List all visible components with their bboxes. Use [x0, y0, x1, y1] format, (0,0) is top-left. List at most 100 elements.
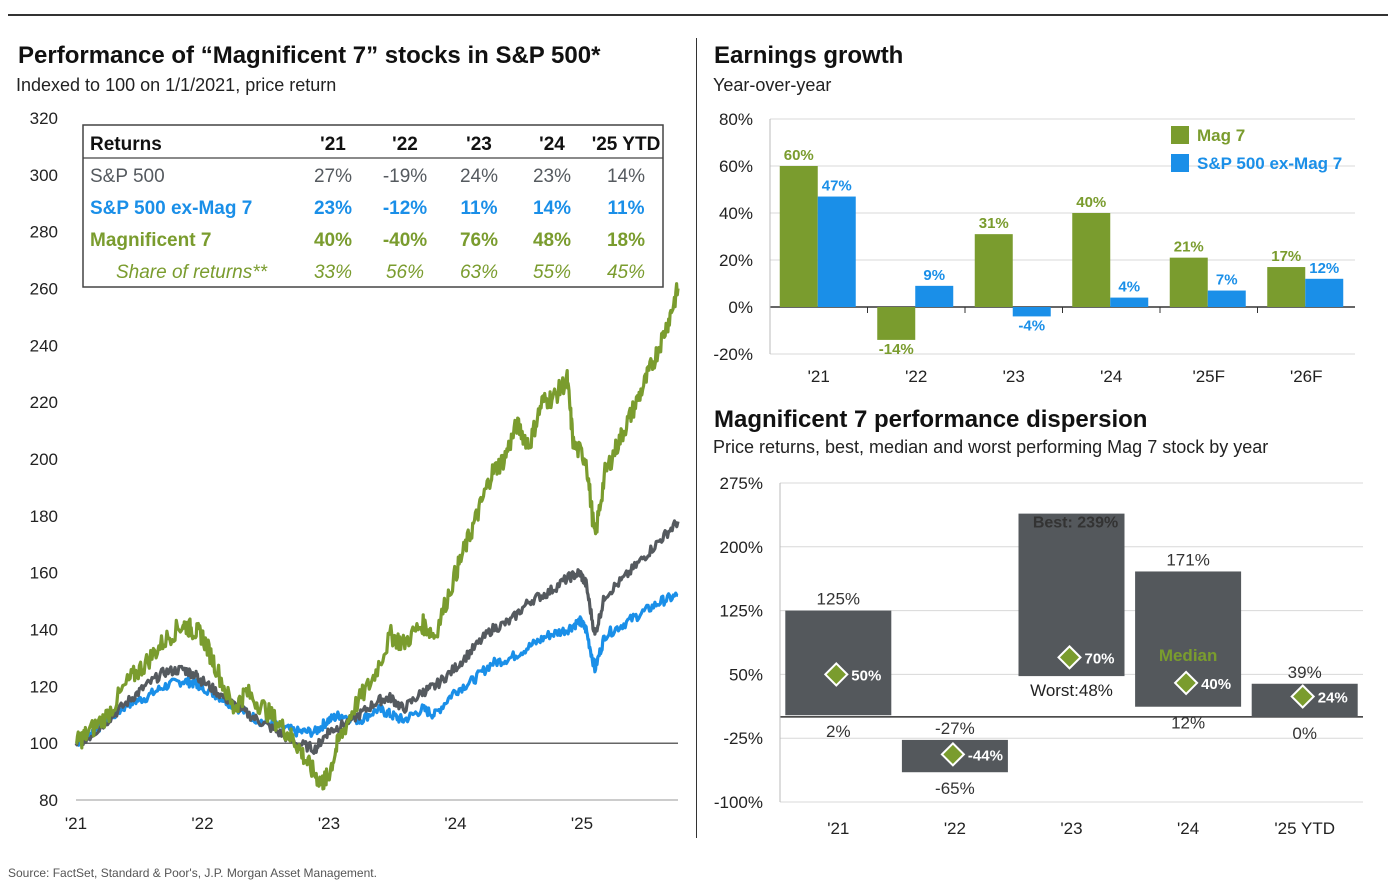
dispersion-worst-label: 0%	[1292, 724, 1317, 743]
earnings-bar-label-ex_mag7: 12%	[1309, 260, 1339, 277]
earnings-bar-ex_mag7	[1305, 278, 1344, 307]
dispersion-median-label: 50%	[851, 667, 881, 684]
earnings-y-tick-label: 20%	[719, 251, 753, 270]
returns-table-header-year: '21	[320, 134, 346, 155]
left-y-tick-label: 300	[30, 166, 58, 185]
dispersion-best-label: 39%	[1288, 663, 1322, 682]
dispersion-median-diamond	[823, 661, 849, 687]
returns-table-cell: 48%	[533, 230, 571, 251]
returns-table-cell: 33%	[314, 262, 352, 283]
earnings-chart-subtitle: Year-over-year	[713, 75, 832, 95]
left-y-tick-label: 120	[30, 677, 58, 696]
returns-table-header-year: '23	[466, 134, 492, 155]
earnings-bar-label-mag7: 40%	[1076, 194, 1106, 211]
returns-table-cell: 23%	[314, 198, 352, 219]
left-x-tick-label: '24	[444, 814, 466, 833]
left-y-tick-label: 260	[30, 280, 58, 299]
dispersion-y-tick-label: 200%	[720, 538, 763, 557]
returns-table-cell: 63%	[460, 262, 498, 283]
line-series-ex_mag7	[75, 591, 679, 747]
earnings-legend-swatch-ex_mag7	[1171, 154, 1189, 172]
returns-table-cell: 18%	[607, 230, 645, 251]
dispersion-median-label: 24%	[1318, 690, 1348, 707]
earnings-bar-label-ex_mag7: 47%	[822, 178, 852, 195]
returns-table-cell: 56%	[386, 262, 424, 283]
left-y-tick-label: 320	[30, 109, 58, 128]
returns-table-cell: -19%	[383, 166, 427, 187]
dispersion-worst-label: -65%	[935, 779, 975, 798]
dispersion-median-diamond	[1057, 644, 1082, 670]
earnings-y-tick-label: -20%	[713, 345, 753, 364]
left-x-tick-label: '21	[65, 814, 87, 833]
earnings-y-tick-label: 80%	[719, 110, 753, 129]
returns-table-cell: -12%	[383, 198, 427, 219]
left-x-tick-label: '22	[191, 814, 213, 833]
dispersion-chart-subtitle: Price returns, best, median and worst pe…	[713, 437, 1269, 457]
returns-table-cell: 23%	[533, 166, 571, 187]
earnings-x-tick-label: '24	[1100, 367, 1122, 386]
dispersion-worst-label: Worst:48%	[1030, 681, 1113, 700]
dispersion-y-tick-label: -100%	[714, 793, 763, 812]
line-series-mag7	[75, 282, 680, 791]
left-y-tick-label: 160	[30, 564, 58, 583]
returns-table-row-label: S&P 500 ex-Mag 7	[90, 198, 252, 219]
dispersion-y-tick-label: 125%	[720, 602, 763, 621]
earnings-legend-label-mag7: Mag 7	[1197, 126, 1245, 145]
dispersion-range-bar	[785, 610, 892, 716]
returns-table-header-year: '25 YTD	[592, 134, 661, 155]
earnings-x-tick-label: '26F	[1290, 367, 1323, 386]
dispersion-y-tick-label: -25%	[723, 729, 763, 748]
dispersion-x-tick-label: '22	[944, 819, 966, 838]
earnings-bar-label-mag7: 21%	[1174, 239, 1204, 256]
returns-table-row-label: Magnificent 7	[90, 230, 211, 251]
dispersion-x-tick-label: '24	[1177, 819, 1199, 838]
earnings-y-tick-label: 0%	[728, 298, 753, 317]
earnings-bar-ex_mag7	[1110, 297, 1149, 307]
returns-table-cell: 40%	[314, 230, 352, 251]
left-x-tick-label: '25	[571, 814, 593, 833]
dispersion-median-annotation: Median	[1159, 646, 1218, 665]
returns-table-header-year: '22	[392, 134, 418, 155]
line-series-sp500	[74, 519, 680, 755]
earnings-bar-mag7	[877, 307, 916, 340]
dispersion-median-label: 70%	[1085, 650, 1115, 667]
dispersion-worst-label: 12%	[1171, 714, 1205, 733]
dispersion-median-label: -44%	[968, 747, 1003, 764]
dispersion-y-tick-label: 50%	[729, 665, 763, 684]
dispersion-x-tick-label: '21	[827, 819, 849, 838]
left-y-tick-label: 280	[30, 223, 58, 242]
dispersion-best-label: 171%	[1166, 550, 1209, 569]
earnings-x-tick-label: '22	[905, 367, 927, 386]
dispersion-chart-title: Magnificent 7 performance dispersion	[714, 406, 1148, 433]
left-y-tick-label: 80	[39, 791, 58, 810]
dispersion-x-tick-label: '25 YTD	[1274, 819, 1335, 838]
returns-table-cell: 55%	[533, 262, 571, 283]
dispersion-best-label: Best: 239%	[1033, 515, 1118, 532]
left-y-tick-label: 140	[30, 621, 58, 640]
earnings-bar-label-mag7: 60%	[784, 147, 814, 164]
earnings-chart-title: Earnings growth	[714, 42, 904, 69]
source-footnote: Source: FactSet, Standard & Poor's, J.P.…	[8, 866, 377, 880]
dispersion-median-diamond	[1290, 684, 1316, 709]
returns-table-row-label: S&P 500	[90, 166, 165, 187]
top-rule	[8, 14, 1388, 16]
earnings-bar-ex_mag7	[817, 196, 856, 307]
earnings-bar-label-mag7: 31%	[979, 215, 1009, 232]
dispersion-x-tick-label: '23	[1060, 819, 1082, 838]
dispersion-median-label: 40%	[1201, 676, 1231, 693]
left-chart-title: Performance of “Magnificent 7” stocks in…	[18, 42, 601, 69]
earnings-bar-label-ex_mag7: 7%	[1216, 272, 1238, 289]
earnings-bar-mag7	[1267, 267, 1306, 307]
earnings-y-tick-label: 60%	[719, 157, 753, 176]
earnings-bar-label-ex_mag7: -4%	[1018, 317, 1045, 334]
returns-table-header-label: Returns	[90, 134, 162, 155]
earnings-x-tick-label: '21	[808, 367, 830, 386]
returns-table-cell: 45%	[607, 262, 645, 283]
returns-table-cell: 76%	[460, 230, 498, 251]
dispersion-median-diamond	[1173, 670, 1199, 696]
earnings-bar-label-ex_mag7: 4%	[1118, 279, 1140, 296]
earnings-legend-swatch-mag7	[1171, 126, 1189, 144]
left-y-tick-label: 100	[30, 734, 58, 753]
dispersion-worst-label: 2%	[826, 722, 851, 741]
